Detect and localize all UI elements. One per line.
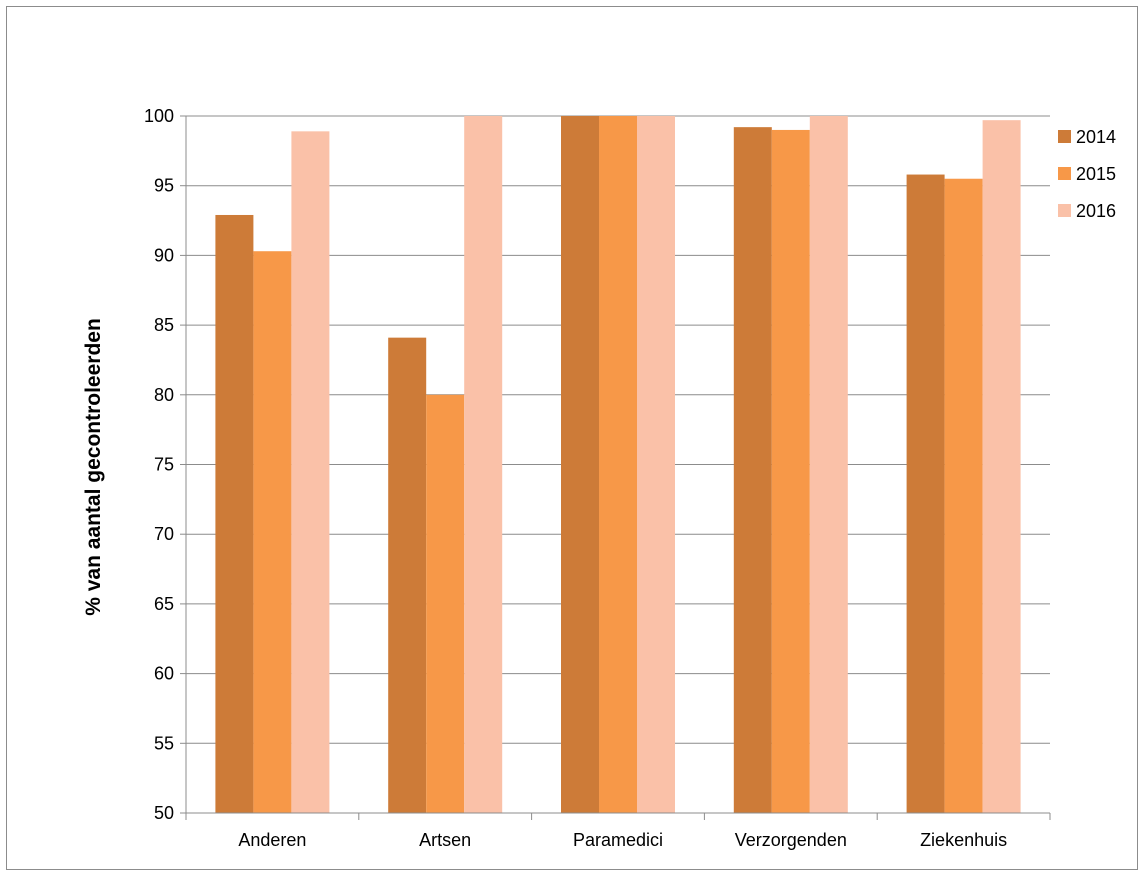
bar-verzorgenden-2015 [771,129,810,813]
axes [180,115,1051,820]
bar-verzorgenden-2016 [809,116,848,813]
y-tick-label: 60 [154,664,174,684]
y-tick-label: 90 [154,245,174,265]
legend-label-2016: 2016 [1076,201,1116,221]
bar-anderen-2016 [291,131,330,814]
bar-anderen-2015 [253,251,292,813]
bar-paramedici-2016 [637,116,675,813]
bar-ziekenhuis-2016 [982,120,1021,813]
y-tick-label: 100 [144,106,174,126]
y-tick-labels: 50 55 60 65 70 75 80 85 90 95 100 [144,106,174,823]
bar-ziekenhuis-2014 [906,174,945,814]
bar-artsen-2014 [388,337,427,813]
legend-label-2015: 2015 [1076,164,1116,184]
bar-artsen-2016 [464,116,503,813]
legend-label-2014: 2014 [1076,127,1116,147]
legend-swatch-2015 [1058,167,1071,180]
y-tick-label: 70 [154,524,174,544]
x-tick-label: Ziekenhuis [920,830,1007,850]
x-tick-label: Paramedici [573,830,663,850]
x-tick-label: Verzorgenden [735,830,847,850]
y-tick-label: 85 [154,315,174,335]
y-tick-label: 50 [154,803,174,823]
y-tick-label: 55 [154,733,174,753]
bar-ziekenhuis-2015 [944,178,983,814]
y-axis-title: % van aantal gecontroleerden [82,318,105,616]
bar-artsen-2015 [426,394,465,813]
legend-swatch-2014 [1058,130,1071,143]
x-tick-labels: Anderen Artsen Paramedici Verzorgenden Zieke… [238,830,1007,850]
bar-paramedici-2015 [599,116,637,813]
bar-paramedici-2014 [561,116,599,813]
x-tick-label: Anderen [238,830,306,850]
legend: 2014 2015 2016 [1058,127,1116,221]
y-tick-label: 65 [154,594,174,614]
y-tick-label: 75 [154,455,174,475]
legend-swatch-2016 [1058,204,1071,217]
bars [215,116,1021,814]
y-tick-label: 80 [154,385,174,405]
x-tick-label: Artsen [419,830,471,850]
bar-anderen-2014 [215,214,254,813]
bar-verzorgenden-2014 [733,127,772,814]
y-tick-label: 95 [154,176,174,196]
